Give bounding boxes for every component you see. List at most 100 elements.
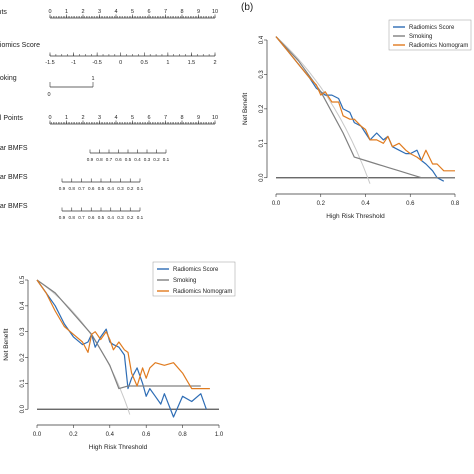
nomogram-tick-label: 0.2 bbox=[127, 186, 134, 191]
x-axis-label: High Risk Threshold bbox=[326, 213, 385, 220]
nomogram-tick-label: 0.5 bbox=[98, 215, 105, 220]
nomogram-tick-label: 10 bbox=[212, 115, 218, 121]
x-tick-label: 0.6 bbox=[142, 432, 151, 438]
nomogram-tick-label: 9 bbox=[197, 9, 200, 15]
nomogram-tick-label: 3 bbox=[98, 115, 101, 121]
nomogram-tick-label: 6 bbox=[147, 115, 150, 121]
y-tick-label: 0.3 bbox=[259, 70, 265, 79]
x-tick-label: 0.0 bbox=[33, 432, 42, 438]
x-axis-label: High Risk Threshold bbox=[89, 444, 148, 451]
x-tick-label: 0.8 bbox=[451, 201, 460, 207]
dca-chart-b: 0.0 0.2 0.4 0.6 0.8 0.0 0.1 0.2 0.3 0.4 High Risk … bbox=[242, 19, 472, 220]
nomogram-tick-label: 1 bbox=[166, 60, 169, 66]
nomogram-row-label: ear BMFS bbox=[0, 145, 28, 152]
series-line-smoking bbox=[36, 279, 201, 390]
nomogram-tick-label: 0.1 bbox=[137, 186, 144, 191]
dca-chart-c: 0.0 0.2 0.4 0.6 0.8 1.0 0.0 0.1 0.2 0.3 0.4 0.5 High… bbox=[3, 261, 236, 451]
nomogram-tick-label: 0.3 bbox=[144, 157, 151, 162]
panel-b-letter: (b) bbox=[241, 2, 253, 13]
series-line-radiomics-nomogram bbox=[275, 36, 455, 172]
nomogram-tick-label: 7 bbox=[164, 9, 167, 15]
nomogram-tick-label: 0.6 bbox=[88, 215, 95, 220]
y-tick-label: 0.2 bbox=[20, 353, 26, 362]
nomogram-tick-label: 0.1 bbox=[163, 157, 170, 162]
series-line-radiomics-nomogram bbox=[36, 279, 210, 390]
nomogram-tick-label: 8 bbox=[180, 115, 183, 121]
nomogram-row-label: al Points bbox=[0, 115, 23, 122]
nomogram-tick-label: 0.8 bbox=[96, 157, 103, 162]
nomogram-tick-label: 8 bbox=[180, 9, 183, 15]
nomogram-tick-label: 1.5 bbox=[188, 60, 196, 66]
nomogram-tick-label: -1.5 bbox=[45, 60, 54, 66]
nomogram-tick-label: 0.6 bbox=[115, 157, 122, 162]
nomogram-tick-label: 1 bbox=[91, 76, 94, 82]
nomogram-tick-label: 0 bbox=[119, 60, 122, 66]
y-tick-label: 0.4 bbox=[20, 301, 26, 310]
nomogram-tick-label: 0.2 bbox=[127, 215, 134, 220]
nomogram-tick-label: 0.8 bbox=[69, 215, 76, 220]
nomogram-tick-label: 0.9 bbox=[59, 186, 66, 191]
y-tick-label: 0.5 bbox=[20, 275, 26, 284]
y-tick-label: 0.2 bbox=[259, 104, 265, 113]
nomogram-tick-label: -1 bbox=[71, 60, 76, 66]
nomogram-tick-label: 4 bbox=[114, 115, 117, 121]
nomogram-tick-label: 0.4 bbox=[108, 215, 115, 220]
y-axis-label: Net Benefit bbox=[3, 328, 10, 360]
nomogram-tick-label: 2 bbox=[213, 60, 216, 66]
x-tick-label: 0.0 bbox=[272, 201, 281, 207]
nomogram-tick-label: 5 bbox=[131, 9, 134, 15]
x-tick-label: 0.2 bbox=[317, 201, 326, 207]
y-tick-label: 0.3 bbox=[20, 327, 26, 336]
nomogram-tick-label: 6 bbox=[147, 9, 150, 15]
y-axis-label: Net Benefit bbox=[242, 93, 249, 125]
nomogram-tick-label: 2 bbox=[81, 115, 84, 121]
treat-all-line bbox=[275, 36, 371, 184]
nomogram-tick-label: 0.5 bbox=[125, 157, 132, 162]
x-tick-label: 0.2 bbox=[69, 432, 78, 438]
nomogram-tick-label: 0.1 bbox=[137, 215, 144, 220]
legend-label-radiomics-nomogram: Radiomics Nomogram bbox=[173, 289, 232, 295]
nomogram-tick-label: -0.5 bbox=[92, 60, 101, 66]
legend-label-radiomics-score: Radiomics Score bbox=[173, 267, 219, 273]
legend-label-radiomics-nomogram: Radiomics Nomogram bbox=[409, 43, 468, 49]
y-tick-label: 0.1 bbox=[20, 379, 26, 388]
nomogram-tick-label: 0.3 bbox=[117, 186, 124, 191]
nomogram-tick-label: 0.7 bbox=[78, 215, 85, 220]
nomogram-tick-label: 5 bbox=[131, 115, 134, 121]
nomogram-row-label: noking bbox=[0, 75, 17, 82]
nomogram-tick-label: 10 bbox=[212, 9, 218, 15]
nomogram-row-label: ear BMFS bbox=[0, 174, 28, 181]
nomogram-tick-label: 0.5 bbox=[140, 60, 148, 66]
nomogram-tick-label: 7 bbox=[164, 115, 167, 121]
nomogram-tick-label: 0.9 bbox=[87, 157, 94, 162]
nomogram-tick-label: 0 bbox=[48, 9, 51, 15]
nomogram-tick-label: 4 bbox=[114, 9, 117, 15]
nomogram: ints012345678910diomics Score-1.5-1-0.50… bbox=[0, 9, 218, 220]
y-tick-label: 0.1 bbox=[259, 138, 265, 147]
nomogram-tick-label: 3 bbox=[98, 9, 101, 15]
x-tick-label: 0.4 bbox=[361, 201, 370, 207]
y-tick-label: 0.0 bbox=[259, 173, 265, 182]
nomogram-tick-label: 0.9 bbox=[59, 215, 66, 220]
x-tick-label: 0.4 bbox=[106, 432, 115, 438]
legend-label-smoking: Smoking bbox=[409, 34, 432, 40]
y-tick-label: 0.4 bbox=[259, 35, 265, 44]
nomogram-tick-label: 0 bbox=[47, 92, 50, 98]
nomogram-tick-label: 0.2 bbox=[153, 157, 160, 162]
x-tick-label: 1.0 bbox=[215, 432, 224, 438]
x-tick-label: 0.6 bbox=[406, 201, 415, 207]
nomogram-tick-label: 0.4 bbox=[134, 157, 141, 162]
nomogram-tick-label: 1 bbox=[65, 115, 68, 121]
legend-label-radiomics-score: Radiomics Score bbox=[409, 25, 455, 31]
y-tick-label: 0.0 bbox=[20, 404, 26, 413]
nomogram-tick-label: 0.7 bbox=[106, 157, 113, 162]
nomogram-tick-label: 0.4 bbox=[108, 186, 115, 191]
nomogram-tick-label: 0.6 bbox=[88, 186, 95, 191]
nomogram-tick-label: 0.5 bbox=[98, 186, 105, 191]
nomogram-tick-label: 1 bbox=[65, 9, 68, 15]
nomogram-tick-label: 2 bbox=[81, 9, 84, 15]
x-tick-label: 0.8 bbox=[178, 432, 187, 438]
nomogram-row-label: ear BMFS bbox=[0, 203, 28, 210]
nomogram-tick-label: 0.8 bbox=[69, 186, 76, 191]
